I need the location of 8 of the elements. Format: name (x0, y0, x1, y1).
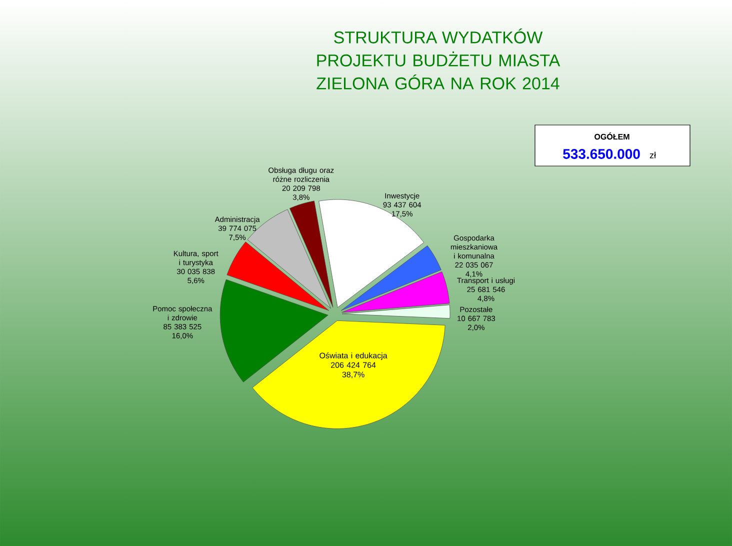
chart-subtitle: PROJEKTU BUDŻETU MIASTA ZIELONA GÓRA NA ROK 2014 (316, 52, 560, 90)
data-label: 206 424 764 (331, 362, 376, 368)
text: 38,7% (342, 372, 364, 378)
text: OGÓŁEM (594, 132, 630, 140)
text: zł (650, 152, 656, 158)
text: 533.650.000 (563, 149, 640, 159)
slice-label: Oświata i edukacja (320, 352, 388, 360)
chart-title: STRUKTURA WYDATKÓW (334, 28, 543, 44)
